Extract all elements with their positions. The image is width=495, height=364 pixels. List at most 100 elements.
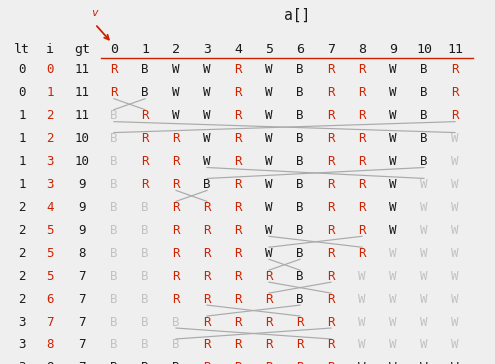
Text: 3: 3 <box>46 155 54 168</box>
Text: W: W <box>203 109 211 122</box>
Text: 8: 8 <box>358 43 366 56</box>
Text: R: R <box>234 132 242 145</box>
Text: 2: 2 <box>46 132 54 145</box>
Text: 11: 11 <box>75 63 90 76</box>
Text: v: v <box>91 8 98 18</box>
Text: B: B <box>420 132 428 145</box>
Text: B: B <box>110 293 118 306</box>
Text: B: B <box>141 201 149 214</box>
Text: B: B <box>110 109 118 122</box>
Text: R: R <box>203 270 211 283</box>
Text: B: B <box>172 361 180 364</box>
Text: W: W <box>420 201 428 214</box>
Text: W: W <box>203 155 211 168</box>
Text: 4: 4 <box>234 43 242 56</box>
Text: W: W <box>203 132 211 145</box>
Text: R: R <box>265 361 273 364</box>
Text: 10: 10 <box>75 155 90 168</box>
Text: R: R <box>358 224 366 237</box>
Text: W: W <box>389 132 397 145</box>
Text: R: R <box>141 155 149 168</box>
Text: W: W <box>420 224 428 237</box>
Text: W: W <box>172 86 180 99</box>
Text: R: R <box>327 109 335 122</box>
Text: W: W <box>265 201 273 214</box>
Text: B: B <box>420 86 428 99</box>
Text: 0: 0 <box>18 86 26 99</box>
Text: 5: 5 <box>46 270 54 283</box>
Text: W: W <box>389 247 397 260</box>
Text: W: W <box>172 109 180 122</box>
Text: R: R <box>234 109 242 122</box>
Text: 9: 9 <box>389 43 397 56</box>
Text: R: R <box>110 86 118 99</box>
Text: W: W <box>389 224 397 237</box>
Text: 1: 1 <box>46 86 54 99</box>
Text: B: B <box>141 339 149 352</box>
Text: B: B <box>141 247 149 260</box>
Text: W: W <box>358 270 366 283</box>
Text: B: B <box>296 86 304 99</box>
Text: R: R <box>172 132 180 145</box>
Text: R: R <box>203 361 211 364</box>
Text: W: W <box>420 316 428 329</box>
Text: W: W <box>451 316 459 329</box>
Text: R: R <box>327 155 335 168</box>
Text: R: R <box>358 247 366 260</box>
Text: 9: 9 <box>78 201 86 214</box>
Text: W: W <box>451 178 459 191</box>
Text: W: W <box>420 178 428 191</box>
Text: R: R <box>358 63 366 76</box>
Text: 10: 10 <box>75 132 90 145</box>
Text: B: B <box>141 63 149 76</box>
Text: 5: 5 <box>46 247 54 260</box>
Text: 5: 5 <box>46 224 54 237</box>
Text: R: R <box>451 86 459 99</box>
Text: W: W <box>420 247 428 260</box>
Text: W: W <box>451 270 459 283</box>
Text: R: R <box>296 316 304 329</box>
Text: R: R <box>234 224 242 237</box>
Text: R: R <box>172 224 180 237</box>
Text: B: B <box>141 316 149 329</box>
Text: R: R <box>172 247 180 260</box>
Text: R: R <box>358 178 366 191</box>
Text: 2: 2 <box>18 201 26 214</box>
Text: W: W <box>420 270 428 283</box>
Text: R: R <box>234 361 242 364</box>
Text: W: W <box>265 132 273 145</box>
Text: R: R <box>296 339 304 352</box>
Text: W: W <box>420 293 428 306</box>
Text: 9: 9 <box>78 178 86 191</box>
Text: 8: 8 <box>46 361 54 364</box>
Text: 7: 7 <box>327 43 335 56</box>
Text: R: R <box>451 63 459 76</box>
Text: 6: 6 <box>296 43 304 56</box>
Text: R: R <box>234 316 242 329</box>
Text: R: R <box>234 86 242 99</box>
Text: W: W <box>389 339 397 352</box>
Text: R: R <box>172 201 180 214</box>
Text: 2: 2 <box>18 247 26 260</box>
Text: B: B <box>141 293 149 306</box>
Text: R: R <box>265 316 273 329</box>
Text: 2: 2 <box>18 224 26 237</box>
Text: B: B <box>296 293 304 306</box>
Text: 1: 1 <box>141 43 149 56</box>
Text: R: R <box>203 201 211 214</box>
Text: W: W <box>265 178 273 191</box>
Text: i: i <box>46 43 54 56</box>
Text: 7: 7 <box>78 270 86 283</box>
Text: B: B <box>296 178 304 191</box>
Text: 1: 1 <box>18 132 26 145</box>
Text: B: B <box>296 270 304 283</box>
Text: R: R <box>234 339 242 352</box>
Text: 3: 3 <box>18 339 26 352</box>
Text: B: B <box>296 201 304 214</box>
Text: W: W <box>420 339 428 352</box>
Text: W: W <box>389 316 397 329</box>
Text: B: B <box>110 132 118 145</box>
Text: B: B <box>203 178 211 191</box>
Text: 2: 2 <box>172 43 180 56</box>
Text: B: B <box>110 270 118 283</box>
